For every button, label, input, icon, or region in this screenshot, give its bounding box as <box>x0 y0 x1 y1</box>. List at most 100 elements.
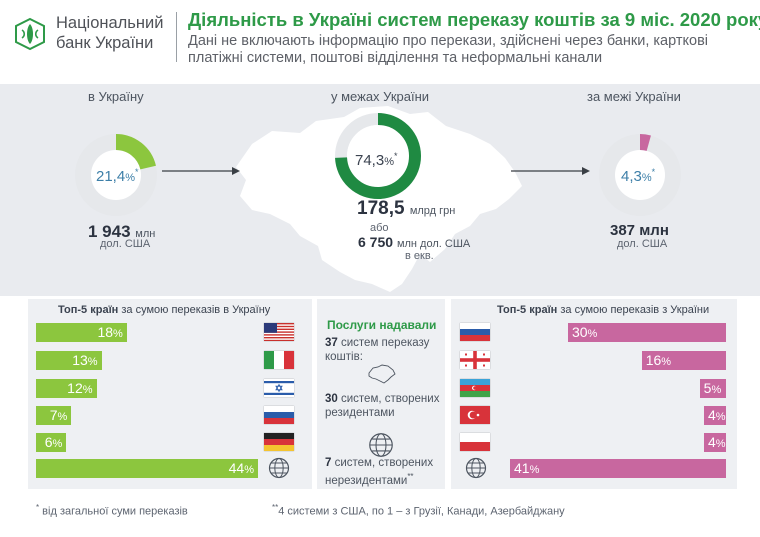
domestic-amount-usd: 6 750 млн дол. США <box>358 234 470 250</box>
left-bar-label: 7% <box>49 407 68 423</box>
left-bar-label: 44% <box>228 460 254 476</box>
domestic-label: у межах України <box>331 89 430 104</box>
services-nonresident-num: 7 <box>325 457 332 469</box>
azerbaijan-flag <box>460 379 490 397</box>
outbound-share-star: * <box>651 167 656 177</box>
donut-domestic <box>335 113 421 199</box>
services-total: 37 систем переказу коштів: <box>325 336 441 364</box>
inbound-currency: дол. США <box>100 238 151 250</box>
domestic-amount: 178,5 млрд грн <box>357 198 455 220</box>
footnote-star-mark: * <box>36 503 40 512</box>
russia-flag <box>264 406 294 424</box>
services-nonresident-text: систем, створених нерезидентами <box>325 457 434 487</box>
donut-inbound-segment <box>115 134 156 170</box>
left-bar-label: 13% <box>72 352 98 368</box>
domestic-share-star: * <box>393 151 398 161</box>
left-bar <box>36 351 102 370</box>
arrow-head <box>232 167 240 175</box>
israel-flag <box>264 379 294 397</box>
right-bar <box>567 323 726 342</box>
footnote-dstar: **4 системи з США, по 1 – з Грузії, Кана… <box>272 503 565 518</box>
logo-line-2: банк України <box>56 34 154 52</box>
right-chart-title-rest: за сумою переказів з України <box>557 304 710 316</box>
outbound-label: за межі України <box>587 89 681 104</box>
right-bar-label: 4% <box>708 407 726 423</box>
footnote-star-text: від загальної суми переказів <box>39 505 188 518</box>
nbu-logo-icon <box>15 17 45 51</box>
ukraine-map <box>236 106 522 292</box>
outbound-share: 4,3%* <box>621 167 655 185</box>
left-chart-title-rest: за сумою переказів в Україну <box>118 304 271 316</box>
footnote-dstar-text: 4 системи з США, по 1 – з Грузії, Канади… <box>278 505 565 518</box>
right-bar-label: 4% <box>708 434 726 450</box>
inbound-share-pct: % <box>125 172 135 184</box>
center-panel <box>317 299 445 489</box>
page-subtitle: Дані не включають інформацію про переказ… <box>188 33 708 66</box>
outbound-share-pct: % <box>641 172 652 184</box>
globe-icon <box>268 457 290 479</box>
domestic-amount-usd-unit: млн дол. США <box>396 238 471 250</box>
inbound-share-star: * <box>134 167 139 177</box>
left-bar <box>36 323 127 342</box>
services-resident-text: систем, створених резидентами <box>325 393 440 419</box>
usa-flag <box>264 323 294 341</box>
logo-line-1: Національний <box>56 14 164 32</box>
left-bar <box>36 406 72 425</box>
arrow-head <box>582 167 590 175</box>
domestic-amount-value: 178,5 <box>357 198 405 219</box>
right-chart-title: Топ-5 країн за сумою переказів з України <box>497 304 709 316</box>
domestic-amount-usd-value: 6 750 <box>358 234 394 250</box>
footnote-star: * від загальної суми переказів <box>36 503 188 518</box>
right-bar-label: 16% <box>645 352 672 368</box>
left-bar-label: 12% <box>67 380 93 396</box>
domestic-equiv: в екв. <box>405 250 434 262</box>
left-bar <box>36 459 258 478</box>
donut-inbound <box>75 134 157 216</box>
right-bar <box>510 459 726 478</box>
left-bar <box>36 379 97 398</box>
right-bar-label: 41% <box>514 460 540 476</box>
services-residents: 30 систем, створених резидентами <box>325 392 443 420</box>
left-bar-label: 18% <box>97 324 123 340</box>
domestic-share: 74,3%* <box>355 151 398 169</box>
inbound-share-value: 21,4 <box>96 168 126 185</box>
donut-outbound-center <box>615 150 665 200</box>
left-bar-label: 6% <box>44 434 63 450</box>
services-total-num: 37 <box>325 337 338 349</box>
poland-flag <box>460 433 490 451</box>
domestic-amount-unit: млрд грн <box>409 205 456 217</box>
inbound-amount-value: 1 943 <box>88 222 131 241</box>
donut-outbound-segment <box>639 134 651 151</box>
right-bar-label: 30% <box>571 324 598 340</box>
domestic-share-value: 74,3 <box>355 152 385 169</box>
left-bar <box>36 433 67 452</box>
donut-domestic-center <box>347 125 409 187</box>
outbound-share-value: 4,3 <box>621 168 642 185</box>
logo-divider <box>176 12 177 62</box>
donut-outbound <box>599 134 681 216</box>
right-bar <box>704 406 726 425</box>
logo-text: Національний банк України <box>56 13 163 53</box>
russia-flag <box>460 323 490 341</box>
donut-inbound-center <box>91 150 141 200</box>
inbound-amount: 1 943 млн <box>88 222 155 242</box>
right-bar <box>699 379 726 398</box>
left-chart-title: Топ-5 країн за сумою переказів в Україну <box>58 304 270 316</box>
domestic-share-pct: % <box>384 156 394 168</box>
services-total-text: систем переказу коштів: <box>325 337 430 363</box>
footnote-dstar-mark: ** <box>272 503 279 512</box>
services-resident-num: 30 <box>325 393 338 405</box>
left-chart-title-bold: Топ-5 країн <box>58 304 119 316</box>
inbound-label: в Україну <box>88 89 144 104</box>
turkey-flag <box>460 406 490 424</box>
domestic-or: або <box>370 222 389 234</box>
map-and-donuts <box>75 106 681 292</box>
outbound-amount: 387 млн <box>610 222 669 239</box>
right-bar <box>641 351 726 370</box>
page-title: Діяльність в Україні систем переказу кош… <box>188 9 760 30</box>
right-chart-title-bold: Топ-5 країн <box>497 304 558 316</box>
header: Національний банк України Діяльність в У… <box>0 0 760 84</box>
services-nonresident-mark: ** <box>407 472 414 481</box>
donut-domestic-segment <box>335 113 421 199</box>
ukraine-map-icon <box>368 364 396 384</box>
